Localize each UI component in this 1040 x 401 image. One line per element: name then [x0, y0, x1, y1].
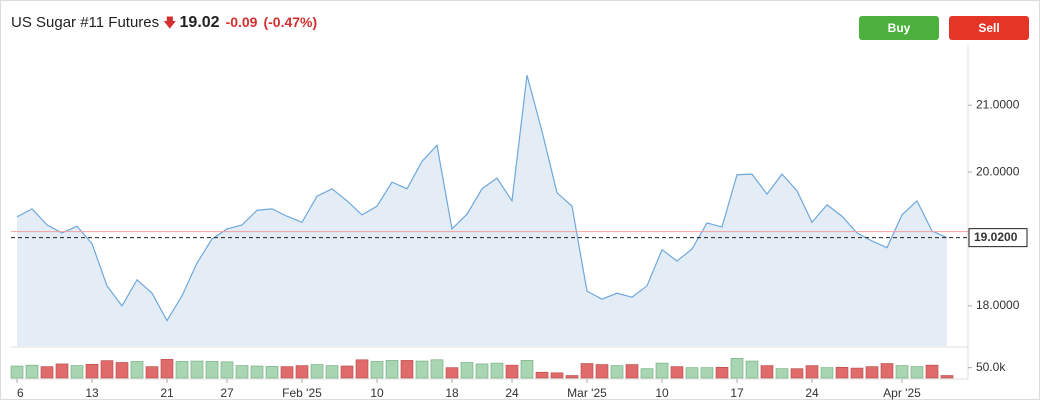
volume-bar	[475, 363, 489, 379]
x-tick-label: Mar '25	[567, 386, 607, 400]
x-tick-label: 21	[160, 386, 174, 400]
volume-bar	[10, 365, 24, 379]
buy-button[interactable]: Buy	[859, 16, 939, 40]
x-tick-label: Apr '25	[883, 386, 921, 400]
volume-bar	[55, 363, 69, 379]
down-arrow: 🡇	[163, 15, 177, 30]
last-price-box	[968, 228, 1028, 248]
volume-bar	[805, 365, 819, 379]
volume-bar	[685, 367, 699, 379]
sell-button[interactable]: Sell	[949, 16, 1029, 40]
volume-bar	[205, 361, 219, 379]
volume-bar	[25, 364, 39, 379]
volume-bar	[535, 371, 549, 379]
volume-bar	[40, 366, 54, 379]
volume-bar	[505, 364, 519, 379]
volume-bar	[220, 361, 234, 379]
last-price-label: 19.0200	[974, 230, 1018, 244]
change-pct: (-0.47%)	[263, 14, 318, 30]
volume-bar	[250, 365, 264, 379]
volume-bar	[190, 360, 204, 379]
volume-bar	[280, 366, 294, 379]
volume-bar	[640, 368, 654, 379]
volume-bar	[760, 365, 774, 379]
x-tick-label: 13	[85, 386, 99, 400]
volume-bar	[295, 365, 309, 379]
volume-bar	[70, 365, 84, 379]
volume-bar	[85, 364, 99, 379]
x-tick-label: 24	[805, 386, 819, 400]
x-tick-label: 18	[445, 386, 459, 400]
title: US Sugar #11 Futures	[11, 14, 160, 31]
x-tick-label: Feb '25	[282, 386, 322, 400]
price-area	[17, 75, 947, 346]
volume-bar	[580, 363, 594, 379]
x-tick-label: 6	[17, 386, 24, 400]
change: -0.09	[225, 14, 258, 30]
volume-bar	[160, 359, 174, 379]
price: 19.02	[179, 14, 220, 31]
volume-bar	[715, 366, 729, 379]
volume-bar	[820, 367, 834, 379]
volume-bar	[325, 365, 339, 379]
volume-bar	[115, 362, 129, 379]
volume-tick-label: 50.0k	[976, 360, 1006, 374]
volume-bar	[265, 366, 279, 379]
volume-bar	[445, 367, 459, 379]
volume-bar	[700, 367, 714, 379]
x-tick-label: 10	[370, 386, 384, 400]
y-tick-label: 20.0000	[976, 164, 1020, 178]
volume-bar	[865, 366, 879, 379]
volume-bar	[910, 366, 924, 379]
volume-bar	[940, 375, 954, 379]
volume-bar	[745, 360, 759, 379]
volume-bar	[625, 364, 639, 379]
volume-bar	[415, 360, 429, 379]
volume-bar	[550, 372, 564, 379]
volume-bar	[775, 368, 789, 379]
volume-bar	[895, 365, 909, 379]
volume-bar	[355, 359, 369, 379]
header: US Sugar #11 Futures 🡇 19.02 -0.09 (-0.47%)	[11, 14, 317, 36]
x-tick-label: 27	[220, 386, 234, 400]
volume-bar	[880, 363, 894, 379]
volume-bar	[835, 366, 849, 379]
volume-bar	[595, 364, 609, 379]
volume-bar	[610, 365, 624, 379]
volume-bar	[175, 361, 189, 379]
x-tick-label: 24	[505, 386, 519, 400]
volume-bar	[385, 360, 399, 379]
volume-bar	[730, 358, 744, 379]
volume-bar	[850, 367, 864, 379]
volume-bar	[460, 362, 474, 379]
volume-bar	[340, 365, 354, 379]
volume-bar	[100, 360, 114, 379]
volume-bar	[565, 375, 579, 379]
volume-bar	[145, 366, 159, 379]
volume-bar	[670, 366, 684, 379]
volume-bar	[370, 361, 384, 379]
price-line	[16, 74, 948, 322]
volume-bar	[520, 360, 534, 379]
volume-bar	[925, 364, 939, 379]
volume-bar	[430, 359, 444, 379]
x-tick-label: 17	[730, 386, 744, 400]
y-tick-label: 18.0000	[976, 298, 1020, 312]
volume-bar	[400, 360, 414, 379]
volume-bar	[790, 368, 804, 379]
volume-bar	[130, 361, 144, 379]
volume-bar	[235, 365, 249, 379]
volume-bar	[490, 362, 504, 379]
volume-bar	[655, 362, 669, 379]
x-tick-label: 10	[655, 386, 669, 400]
y-tick-label: 21.0000	[976, 97, 1020, 111]
volume-bar	[310, 364, 324, 379]
